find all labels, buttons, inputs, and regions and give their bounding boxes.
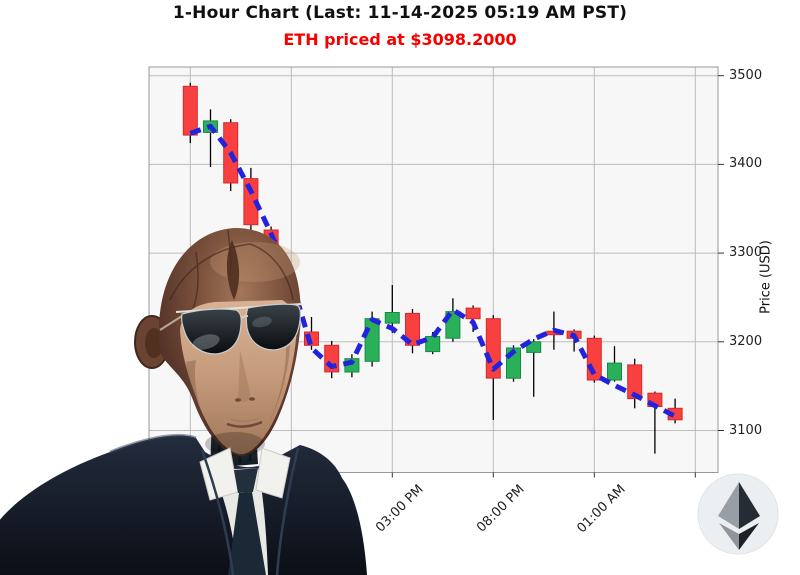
candle	[405, 312, 420, 346]
candle	[425, 336, 441, 353]
y-tick-label: 3100	[729, 422, 763, 438]
y-tick-label: 3300	[729, 245, 763, 261]
candle	[607, 362, 622, 381]
price-subtitle: ETH priced at $3098.2000	[283, 30, 517, 49]
candle	[465, 307, 481, 320]
plot-border	[148, 66, 719, 473]
candle	[283, 291, 299, 330]
candle	[526, 341, 542, 353]
y-tick-label: 3400	[729, 156, 763, 172]
y-tick-label: 3200	[729, 333, 763, 349]
y-tick-label: 3500	[729, 67, 763, 83]
candle	[182, 85, 198, 136]
page-title: 1-Hour Chart (Last: 11-14-2025 05:19 AM …	[172, 3, 628, 23]
candle	[364, 318, 380, 362]
candle	[384, 312, 400, 324]
candle	[627, 364, 643, 400]
